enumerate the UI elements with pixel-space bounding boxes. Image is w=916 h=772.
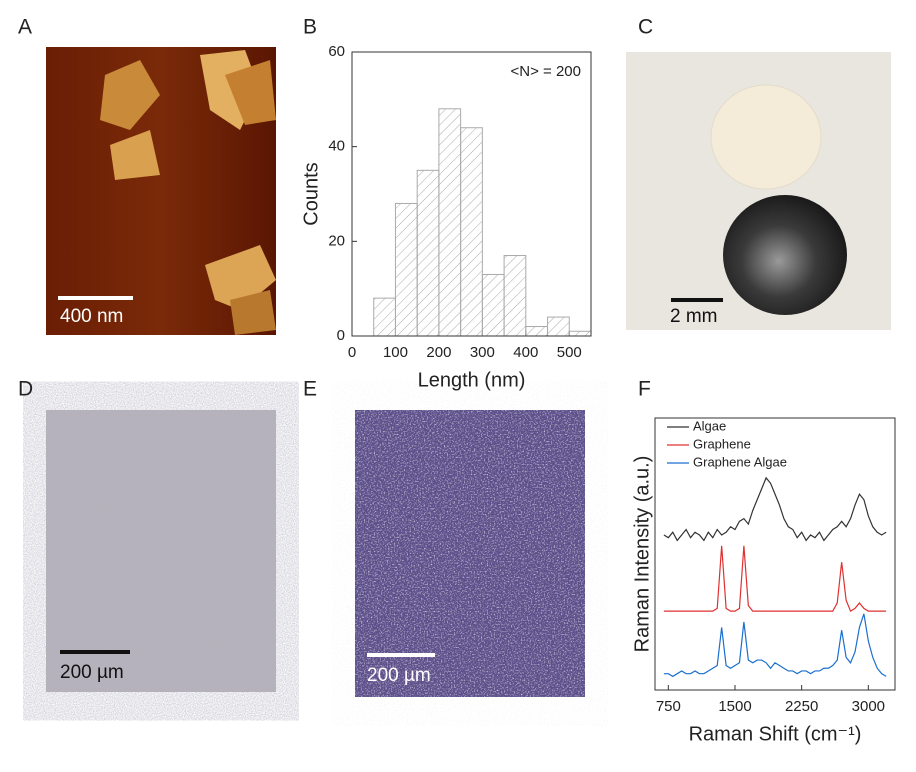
x-tick-label: 0: [348, 344, 356, 361]
legend-label: Graphene Algae: [693, 454, 787, 469]
photo: [626, 52, 891, 330]
panel-label: B: [303, 16, 317, 39]
panel-label: C: [638, 16, 653, 39]
bar: [373, 297, 396, 337]
bar: [568, 330, 592, 337]
bar: [547, 316, 570, 337]
series-line: [663, 545, 887, 613]
scale-bar-label: 2 mm: [670, 306, 718, 327]
plot-frame: [654, 417, 896, 691]
series-line: [663, 613, 887, 678]
x-tick-label: 500: [557, 344, 582, 361]
y-axis-label: Raman Intensity (a.u.): [631, 456, 653, 653]
bar: [416, 169, 440, 337]
afm-image: [46, 47, 276, 335]
bar: [481, 273, 505, 337]
scale-bar-label: 200 µm: [60, 662, 124, 683]
x-axis-label: Raman Shift (cm⁻¹): [689, 723, 862, 745]
x-tick-label: 200: [426, 344, 451, 361]
x-tick-label: 2250: [785, 698, 818, 715]
panel-label: F: [638, 378, 651, 401]
plot-frame: [351, 51, 592, 337]
x-tick-label: 400: [513, 344, 538, 361]
y-tick-label: 40: [328, 138, 345, 155]
micrograph-d: [46, 410, 276, 692]
micrograph-e: [355, 410, 585, 697]
annotation: <N> = 200: [511, 63, 581, 80]
x-tick-label: 3000: [852, 698, 885, 715]
x-tick-label: 1500: [718, 698, 751, 715]
x-tick-label: 750: [656, 698, 681, 715]
x-tick-label: 100: [383, 344, 408, 361]
y-axis-label: Counts: [300, 162, 322, 225]
legend-label: Graphene: [693, 436, 751, 451]
panel-label: D: [18, 378, 33, 401]
legend-label: Algae: [693, 418, 726, 433]
y-tick-label: 20: [328, 232, 345, 249]
y-tick-label: 0: [337, 327, 345, 344]
x-axis-label: Length (nm): [418, 369, 526, 391]
bar: [503, 255, 527, 337]
bar: [460, 127, 483, 337]
scale-bar-label: 200 µm: [367, 665, 431, 686]
panel-label: A: [18, 16, 32, 39]
x-tick-label: 300: [470, 344, 495, 361]
bar: [525, 326, 549, 337]
panel-label: E: [303, 378, 317, 401]
bar: [438, 108, 462, 337]
y-tick-label: 60: [328, 43, 345, 60]
series-line: [663, 476, 887, 542]
scale-bar-label: 400 nm: [60, 306, 123, 327]
bar: [394, 202, 418, 337]
